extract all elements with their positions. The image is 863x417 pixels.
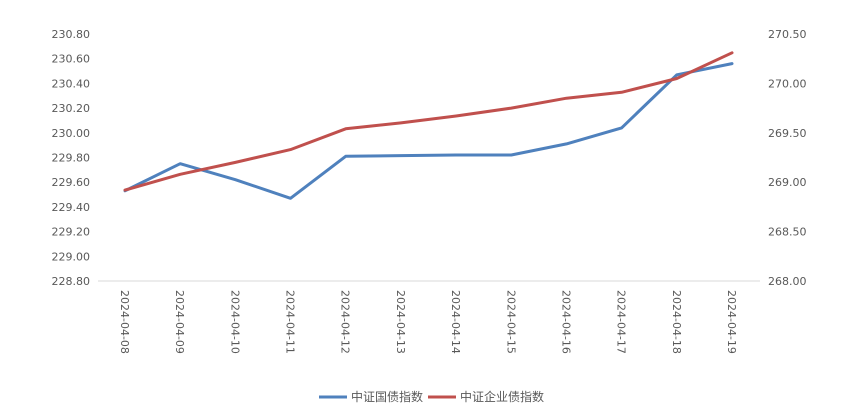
x-axis-tick-label: 2024-04-12 (339, 290, 352, 354)
series-line-0 (123, 62, 734, 200)
left-axis-tick-label: 230.80 (52, 28, 91, 41)
right-axis-tick-label: 268.50 (768, 226, 807, 239)
right-axis-tick-label: 268.00 (768, 275, 807, 288)
legend: 中证国债指数 中证企业债指数 (319, 389, 544, 404)
left-axis-tick-label: 228.80 (52, 275, 91, 288)
left-axis-tick-label: 230.60 (52, 53, 91, 66)
right-axis-tick-label: 269.50 (768, 127, 807, 140)
x-axis-tick-label: 2024-04-08 (118, 290, 131, 354)
left-axis-tick-label: 230.00 (52, 127, 91, 140)
left-axis-tick-label: 230.40 (52, 77, 91, 90)
x-axis-tick-label: 2024-04-09 (173, 290, 186, 354)
right-axis-ticks: 268.00 268.50 269.00 269.50 270.00 270.50 (768, 28, 807, 288)
x-axis-tick-label: 2024-04-18 (670, 290, 683, 354)
left-axis-tick-label: 229.80 (52, 152, 91, 165)
x-axis-tick-label: 2024-04-13 (394, 290, 407, 354)
left-axis-tick-label: 229.60 (52, 176, 91, 189)
right-axis-tick-label: 270.00 (768, 77, 807, 90)
x-axis-ticks: 2024-04-08 2024-04-09 2024-04-10 2024-04-11… (118, 290, 738, 354)
x-axis-tick-label: 2024-04-15 (504, 290, 517, 354)
x-axis-tick-label: 2024-04-11 (284, 290, 297, 354)
right-axis-tick-label: 270.50 (768, 28, 807, 41)
left-axis-ticks: 228.80 229.00 229.20 229.40 229.60 229.80 230.… (52, 28, 91, 288)
left-axis-tick-label: 229.20 (52, 226, 91, 239)
legend-label-series-0: 中证国债指数 (351, 389, 423, 404)
right-axis-tick-label: 269.00 (768, 176, 807, 189)
left-axis-tick-label: 230.20 (52, 102, 91, 115)
x-axis-tick-label: 2024-04-19 (725, 290, 738, 354)
x-axis-tick-label: 2024-04-14 (449, 290, 462, 354)
x-axis-tick-label: 2024-04-17 (615, 290, 628, 354)
legend-label-series-1: 中证企业债指数 (460, 389, 544, 404)
series-line-1 (123, 51, 734, 192)
left-axis-tick-label: 229.40 (52, 201, 91, 214)
x-axis-tick-label: 2024-04-10 (228, 290, 241, 354)
series-layer (123, 51, 734, 200)
x-axis-tick-label: 2024-04-16 (559, 290, 572, 354)
left-axis-tick-label: 229.00 (52, 250, 91, 263)
